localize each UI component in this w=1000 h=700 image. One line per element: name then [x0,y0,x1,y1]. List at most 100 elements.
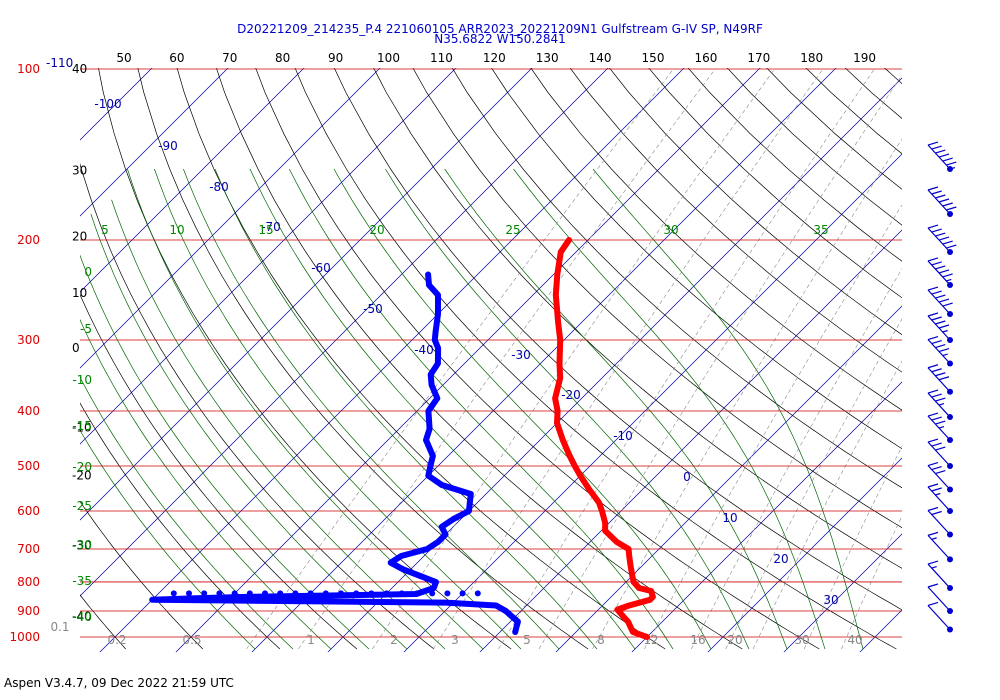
wind-barb-feather [931,368,942,373]
wind-barb [927,531,953,563]
top-axis-label: 120 [483,51,506,65]
isotherm-line [927,43,1000,661]
wind-barb-feather [938,347,950,353]
dry-adiabat-line [333,68,902,611]
wind-barb [927,438,953,470]
theta-label: 25 [505,223,520,237]
theta-label: 35 [813,223,828,237]
height-label: 20 [72,229,87,243]
wind-barb [927,186,957,217]
wind-barb-feather [935,294,946,299]
wind-barb-half-feather [935,492,941,496]
wind-barb [927,461,953,493]
theta-left-label: -5 [80,322,92,336]
dewpoint-point [231,590,238,597]
wind-barb-staff [927,563,951,589]
pressure-label: 600 [17,504,40,518]
dewpoint-point [216,590,223,597]
pressure-label: 300 [17,333,40,347]
wind-barb-feather [935,446,946,451]
dewpoint-point [444,590,451,597]
isotherm-label: -70 [261,220,281,234]
wind-barb-feather [935,149,946,154]
chart-title-line1: D20221209_214235_P.4 221060105 ARR2023_2… [237,22,763,36]
theta-label: 30 [663,223,678,237]
wind-barb-feather [935,232,946,237]
wind-barb [927,364,953,395]
wind-barb-feather [946,244,957,249]
wind-barb-feather [942,302,953,307]
isotherm-line [631,381,902,652]
wind-barb [927,483,953,514]
wind-barb-feather [931,290,942,295]
moist-adiabat-line [444,168,788,650]
wind-barbs [927,141,957,633]
dry-adiabat-line [451,68,902,489]
isotherm-label: 30 [823,593,838,607]
moist-adiabat-line [80,254,370,650]
wind-barb-feather [927,583,939,588]
mixing-ratio-label: 1 [307,633,315,647]
wind-barb-feather [927,224,939,229]
top-axis-label: 160 [694,51,717,65]
mixing-ratio-label: 5 [523,633,531,647]
theta-label: 20 [369,223,384,237]
isotherm-line [707,457,902,652]
isotherm-line [80,68,533,521]
dewpoint-point [170,590,177,597]
dewpoint-point [368,590,375,597]
dewpoint-point [398,590,405,597]
mixing-ratio-line [644,204,902,650]
wind-barb-feather [935,469,946,475]
dry-adiabat-line [216,68,743,650]
mixing-ratio-label: 3 [451,633,459,647]
isotherm-line [80,68,153,141]
pressure-label: 100 [17,62,40,76]
isotherm-line [555,305,902,652]
dewpoint-point [338,590,344,597]
wind-barb-feather [946,206,957,211]
pressure-label: 400 [17,404,40,418]
wind-barb-feather [927,312,939,317]
wind-barb-feather [942,157,953,162]
wind-barb-half-feather [938,402,945,406]
isotherm-label: -20 [561,388,581,402]
software-footer: Aspen V3.4.7, 09 Dec 2022 21:59 UTC [4,676,234,690]
theta-label: 15 [258,223,273,237]
pressure-label: 700 [17,542,40,556]
wind-barb-feather [931,393,942,398]
wind-barb-feather [938,376,950,381]
mixing-ratio-label: 0.5 [182,633,201,647]
mixing-ratio-label: 40 [847,633,862,647]
height-label: -40 [72,609,92,623]
wind-barb-feather [931,228,942,233]
isotherm-line [0,43,25,661]
dry-adiabat-line [98,68,512,650]
wind-barb-staff [927,605,951,630]
wind-barb-feather [927,364,939,369]
wind-barb-staff [927,586,951,612]
pressure-label: 900 [17,604,40,618]
isotherm-line [479,229,902,652]
moist-adiabat-line [183,168,560,650]
wind-barb-feather [935,420,946,425]
mixing-ratio-line [432,68,824,650]
dry-adiabat-line [176,68,666,650]
isotherm-line [80,68,381,369]
mixing-ratio-label: 0.1 [50,620,69,634]
mixing-ratio-label: 16 [690,633,705,647]
wind-barb-feather [946,161,957,166]
dry-adiabat-line [373,68,902,569]
isotherm-label: -80 [209,180,229,194]
dry-adiabat-line [80,402,281,650]
isotherm-line [99,68,685,652]
wind-barb-feather [927,506,939,512]
wind-barb-feather [927,438,939,443]
wind-barb-feather [927,186,939,191]
dewpoint-point [292,590,299,597]
dry-adiabat-line [569,68,902,373]
wind-barb-feather [938,153,950,158]
wind-barb-feather [938,198,950,203]
top-axis-label: 130 [536,51,559,65]
wind-barb [927,583,953,615]
